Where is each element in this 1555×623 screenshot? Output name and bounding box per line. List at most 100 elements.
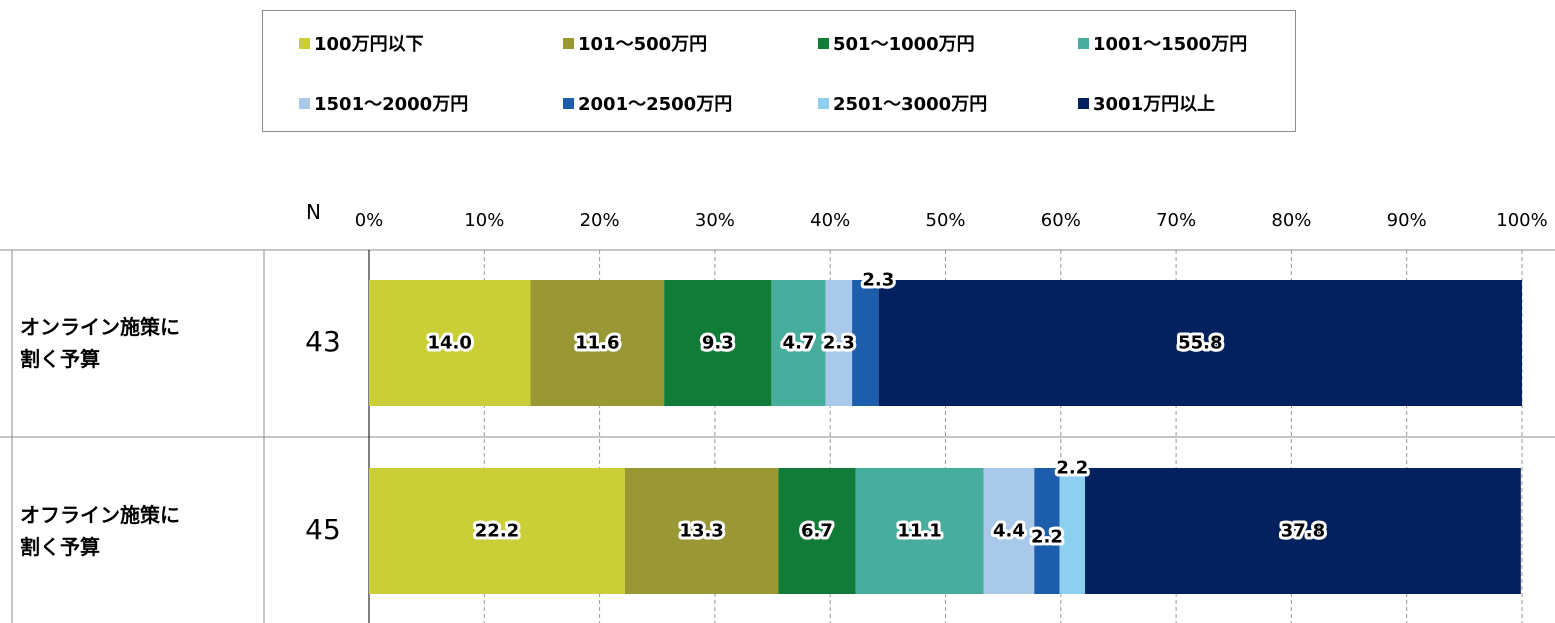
data-label-halo: 2.3 <box>862 270 894 291</box>
legend-label: 3001万円以上 <box>1093 94 1216 115</box>
legend-swatch <box>818 97 829 109</box>
legend-item: 101～500万円 <box>563 33 708 55</box>
data-label: 2.22.2 <box>1028 524 1066 551</box>
data-label-text: 6.7 <box>801 521 833 542</box>
data-label-halo: 11.6 <box>575 333 619 354</box>
data-label-halo: 22.2 <box>475 521 519 542</box>
legend-item: 501～1000万円 <box>818 33 975 55</box>
data-label-text: 2.3 <box>862 270 894 291</box>
data-label: 11.111.1 <box>894 518 944 545</box>
data-label-text: 37.8 <box>1281 521 1325 542</box>
legend-label: 100万円以下 <box>314 34 424 55</box>
data-label-halo: 37.8 <box>1281 521 1325 542</box>
legend-item: 3001万円以上 <box>1078 93 1216 115</box>
bar-segment <box>878 280 1522 406</box>
data-label: 11.611.6 <box>572 330 622 357</box>
data-label-text: 2.3 <box>823 333 855 354</box>
bar-segment <box>1059 468 1086 594</box>
legend-item: 2501～3000万円 <box>818 93 988 115</box>
data-label-halo: 13.3 <box>679 521 723 542</box>
data-label-text: 13.3 <box>679 521 723 542</box>
legend-item: 2001～2500万円 <box>563 93 733 115</box>
data-label: 2.32.3 <box>859 267 897 294</box>
bar-segment <box>1034 468 1060 594</box>
data-label: 13.313.3 <box>676 518 726 545</box>
bar-segment <box>624 468 779 594</box>
data-label: 14.014.0 <box>424 330 474 357</box>
legend-swatch <box>299 97 310 109</box>
data-label-halo: 14.0 <box>427 333 471 354</box>
legend-swatch <box>1078 97 1089 109</box>
bar-segment <box>983 468 1035 594</box>
data-label-halo: 6.7 <box>801 521 833 542</box>
legend-item: 1501～2000万円 <box>299 93 469 115</box>
bar-segment <box>855 468 984 594</box>
x-tick-label: 20% <box>579 210 620 231</box>
legend-label: 2501～3000万円 <box>833 94 988 115</box>
x-tick-label: 50% <box>925 210 966 231</box>
legend-label: 1501～2000万円 <box>314 94 469 115</box>
legend-item: 1001～1500万円 <box>1078 33 1248 55</box>
x-tick-label: 70% <box>1156 210 1197 231</box>
data-label: 37.837.8 <box>1278 518 1328 545</box>
x-tick-label: 10% <box>464 210 505 231</box>
data-label-halo: 11.1 <box>897 521 941 542</box>
x-tick-label: 0% <box>354 210 384 231</box>
bar-segment <box>771 280 826 406</box>
data-label: 2.32.3 <box>820 330 858 357</box>
legend-swatch <box>1078 37 1089 49</box>
data-label-halo: 2.3 <box>823 333 855 354</box>
data-label: 4.74.7 <box>780 330 818 357</box>
x-tick-label: 80% <box>1271 210 1312 231</box>
data-label-halo: 4.4 <box>993 521 1025 542</box>
data-label: 55.855.8 <box>1175 330 1225 357</box>
x-tick-label: 60% <box>1040 210 1081 231</box>
data-label: 4.44.4 <box>990 518 1028 545</box>
data-label: 6.76.7 <box>798 518 836 545</box>
bar-segment <box>778 468 856 594</box>
legend-swatch <box>818 37 829 49</box>
bar-segment <box>369 468 625 594</box>
legend-label: 2001～2500万円 <box>578 94 733 115</box>
data-label-text: 4.7 <box>783 333 815 354</box>
legend-swatch <box>563 37 574 49</box>
x-tick-label: 100% <box>1496 210 1548 231</box>
bar-segment <box>530 280 665 406</box>
legend-label: 1001～1500万円 <box>1093 34 1248 55</box>
category-label: オンライン施策に 割く予算 <box>20 315 180 371</box>
data-label: 22.222.2 <box>472 518 522 545</box>
data-label-halo: 4.7 <box>783 333 815 354</box>
data-label-text: 55.8 <box>1178 333 1222 354</box>
legend-swatch <box>563 97 574 109</box>
bar-segment <box>664 280 772 406</box>
n-value: 43 <box>305 325 341 358</box>
data-label-text: 22.2 <box>475 521 519 542</box>
legend: 100万円以下 101～500万円 501～1000万円 1001～1500万円 150… <box>262 10 1296 132</box>
bar-segment <box>852 280 879 406</box>
bar-segment <box>825 280 853 406</box>
legend-item: 100万円以下 <box>299 33 424 55</box>
n-value: 45 <box>305 513 341 546</box>
data-label-text: 9.3 <box>702 333 734 354</box>
bar-segment <box>369 280 531 406</box>
data-label-text: 11.6 <box>575 333 619 354</box>
x-tick-label: 90% <box>1386 210 1427 231</box>
x-tick-label: 30% <box>694 210 735 231</box>
category-label: オフライン施策に 割く予算 <box>20 503 180 559</box>
data-label-text: 2.2 <box>1056 458 1088 479</box>
data-label-text: 14.0 <box>427 333 471 354</box>
data-label-text: 4.4 <box>993 521 1025 542</box>
data-label-halo: 9.3 <box>702 333 734 354</box>
legend-label: 501～1000万円 <box>833 34 975 55</box>
data-label: 2.22.2 <box>1053 455 1091 482</box>
data-label-text: 2.2 <box>1031 527 1063 548</box>
legend-swatch <box>299 37 310 49</box>
bar-segment <box>1085 468 1521 594</box>
n-column-header: N <box>306 200 321 224</box>
data-label-halo: 2.2 <box>1031 527 1063 548</box>
data-label-halo: 2.2 <box>1056 458 1088 479</box>
data-label-text: 11.1 <box>897 521 941 542</box>
data-label-halo: 55.8 <box>1178 333 1222 354</box>
x-tick-label: 40% <box>810 210 851 231</box>
legend-label: 101～500万円 <box>578 34 708 55</box>
